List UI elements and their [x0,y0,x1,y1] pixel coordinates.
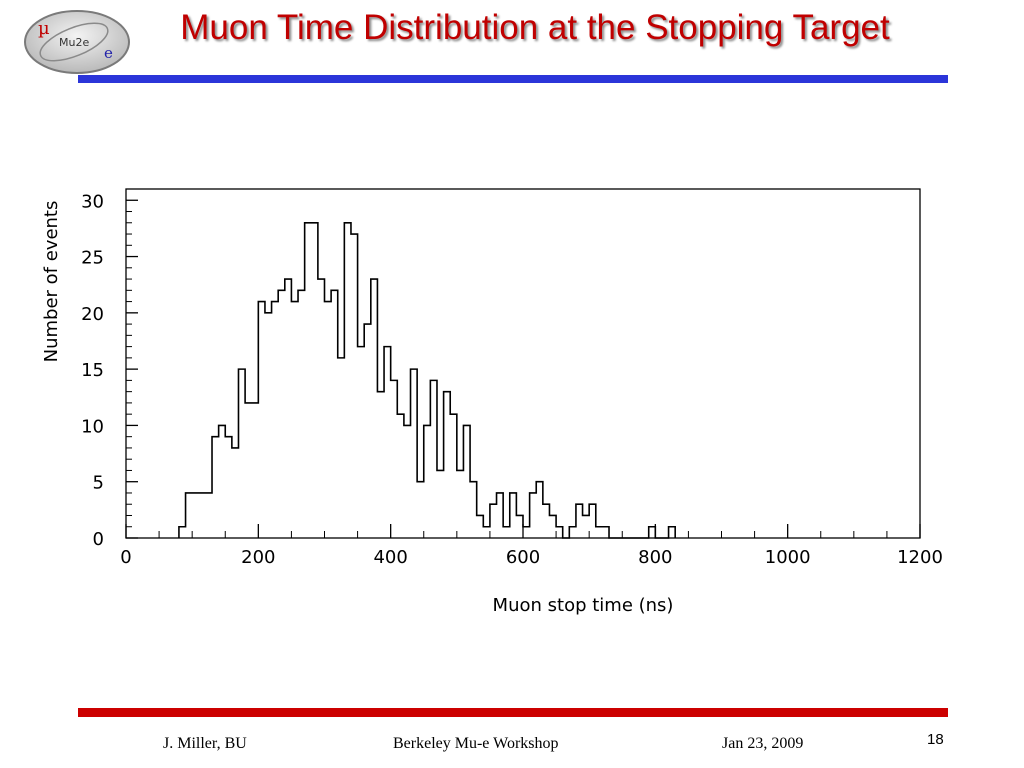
histogram-bin [576,504,583,538]
histogram-bin [397,414,404,538]
histogram-bin [503,527,510,538]
histogram-bin [516,515,523,538]
histogram-bin [179,527,186,538]
y-tick-label: 30 [81,191,104,212]
histogram-bin [358,347,365,538]
histogram-bin [285,279,292,538]
histogram-bin [490,504,497,538]
histogram-bin [278,290,285,538]
histogram-bin [470,482,477,538]
x-axis-label: Muon stop time (ns) [493,595,674,616]
histogram-bin [602,527,609,538]
slide-title: Muon Time Distribution at the Stopping T… [180,8,890,47]
x-tick-label: 1200 [897,547,943,568]
histogram-bin [437,470,444,538]
histogram-bin [192,493,199,538]
histogram-bin [549,515,556,538]
x-tick-label: 200 [241,547,275,568]
histogram-bin [404,425,411,538]
histogram-bin [364,324,371,538]
footer-page-number: 18 [927,731,944,748]
histogram-bin [265,313,272,538]
histogram-bin [238,369,245,538]
histogram-bin [417,482,424,538]
top-divider-bar [78,75,948,83]
histogram-bin [225,437,232,538]
histogram-bin [344,223,351,538]
footer-author: J. Miller, BU [163,735,247,752]
histogram-bin [338,358,345,538]
histogram-bin [444,392,451,538]
y-axis-label: Number of events [41,201,62,363]
histogram-bin [311,223,318,538]
histogram-bin [219,425,226,538]
histogram-bin [510,493,517,538]
histogram-bin [669,527,676,538]
histogram-bin [305,223,312,538]
histogram-bin [351,234,358,538]
x-tick-label: 800 [638,547,672,568]
y-tick-label: 15 [81,360,104,381]
histogram-bin [199,493,206,538]
x-tick-label: 0 [120,547,131,568]
histogram-bin [424,425,431,538]
histogram-bin [536,482,543,538]
histogram-bin [245,403,252,538]
histogram-bin [318,279,325,538]
histogram-bin [463,425,470,538]
histogram-bin [569,527,576,538]
footer-date: Jan 23, 2009 [722,735,804,752]
histogram-bin [232,448,239,538]
logo-mu: µ [38,18,50,39]
footer-event: Berkeley Mu-e Workshop [393,735,559,752]
y-tick-label: 5 [93,473,104,494]
y-tick-label: 10 [81,416,104,437]
y-tick-label: 25 [81,248,104,269]
x-tick-label: 400 [373,547,407,568]
logo-text: Mu2e [59,36,89,49]
histogram-bin [377,392,384,538]
histogram-bin [258,302,265,538]
histogram-bin [186,493,193,538]
histogram-bin [391,380,398,538]
histogram-bin [430,380,437,538]
histogram-bin [212,437,219,538]
histogram-bin [543,504,550,538]
histogram-bin [205,493,212,538]
logo-e: e [104,44,113,62]
histogram-bin [530,493,537,538]
histogram-bin [252,403,259,538]
histogram-bin [411,369,418,538]
bottom-divider-bar [78,708,948,717]
histogram-bin [325,302,332,538]
histogram-bin [457,470,464,538]
histogram-bin [272,302,279,538]
histogram-bin [483,527,490,538]
histogram-bin [371,279,378,538]
histogram-bin [583,515,590,538]
histogram-bin [384,347,391,538]
histogram-bin [331,290,338,538]
x-tick-label: 1000 [765,547,811,568]
histogram-bin [589,504,596,538]
mu2e-logo: µ Mu2e e [24,10,130,74]
histogram-bin [497,493,504,538]
histogram-bin [649,527,656,538]
histogram-series-line [178,221,676,539]
histogram-bin [450,414,457,538]
histogram-bin [477,515,484,538]
histogram-bin [298,290,305,538]
x-tick-label: 600 [506,547,540,568]
histogram-bin [556,527,563,538]
histogram-bin [291,302,298,538]
histogram-bin [523,527,530,538]
histogram-bin [596,527,603,538]
y-tick-label: 20 [81,304,104,325]
y-tick-label: 0 [93,529,104,550]
